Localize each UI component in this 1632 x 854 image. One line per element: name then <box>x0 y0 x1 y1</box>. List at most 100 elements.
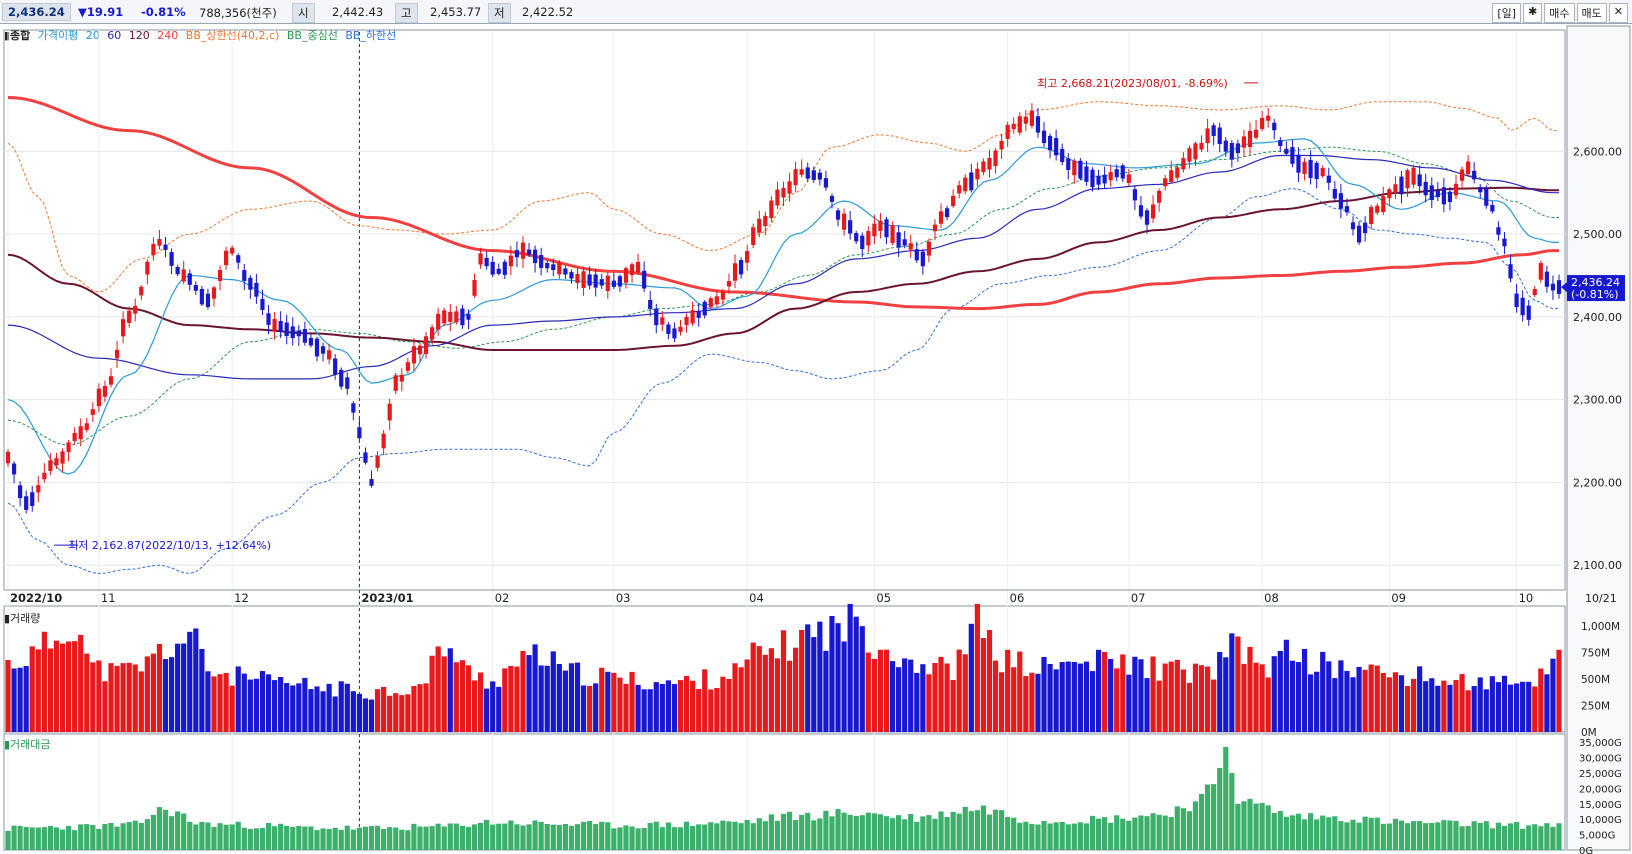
volume-bar <box>1423 681 1429 732</box>
legend-bb-mid[interactable]: BB_중심선 <box>286 29 338 42</box>
candle-body <box>490 261 495 275</box>
amount-bar <box>253 828 260 850</box>
amount-bar <box>1283 816 1289 850</box>
candle-body <box>139 286 144 296</box>
candle-body <box>1193 143 1198 160</box>
candle-body <box>1054 138 1059 156</box>
settings-icon[interactable]: ✱ <box>1523 3 1543 23</box>
amount-bar <box>35 827 41 850</box>
amount-bar <box>1174 806 1180 850</box>
volume-bar <box>1556 649 1562 732</box>
candle-body <box>696 311 701 318</box>
legend-ma-label[interactable]: 가격이평 <box>37 29 79 42</box>
volume-bar <box>817 621 823 732</box>
volume-bar <box>1095 649 1102 732</box>
candle-body <box>666 324 671 335</box>
candle-body <box>1060 148 1065 163</box>
candle-body <box>1520 297 1525 316</box>
candle-body <box>938 211 944 224</box>
amount-bar <box>1089 815 1096 850</box>
legend-ma60[interactable]: 60 <box>107 29 122 42</box>
volume-bar <box>805 624 811 732</box>
candle-body <box>236 255 241 263</box>
amount-bar <box>90 824 96 850</box>
amount-bar <box>1495 822 1502 850</box>
candle-body <box>987 157 992 170</box>
volume-bar <box>1295 662 1302 732</box>
volume-bar <box>611 672 617 732</box>
amount-bar <box>1059 821 1065 850</box>
legend-ma120[interactable]: 120 <box>128 29 150 42</box>
volume-bar <box>865 652 871 732</box>
amount-bar <box>1247 798 1253 850</box>
candle-body <box>290 326 295 339</box>
volume-bar <box>84 653 90 732</box>
price-y-tick-label: 2,400.00 <box>1573 311 1622 324</box>
close-icon[interactable]: ✕ <box>1608 3 1628 23</box>
amount-bar <box>1386 823 1392 850</box>
amount-bar <box>1556 823 1562 850</box>
x-tick-label: 07 <box>1131 591 1146 605</box>
amount-bar <box>284 825 290 850</box>
period-button[interactable]: [일] <box>1492 3 1522 23</box>
candle-body <box>1381 196 1386 213</box>
volume-bar <box>980 638 987 732</box>
volume-bar <box>1356 666 1362 732</box>
volume-bar <box>399 695 405 732</box>
candle-body <box>133 305 138 314</box>
amount-bar <box>520 825 526 850</box>
amount-bar <box>47 826 54 850</box>
legend-ma240[interactable]: 240 <box>157 29 179 42</box>
candle-body <box>732 263 738 281</box>
amount-bar <box>1447 820 1453 850</box>
candle-body <box>1484 187 1489 206</box>
amount-bar <box>732 821 738 850</box>
volume-bar <box>1156 680 1162 732</box>
candle-body <box>975 168 980 180</box>
volume-bar <box>199 648 205 732</box>
volume-bar <box>405 694 411 732</box>
price-y-tick-label: 2,100.00 <box>1573 559 1622 572</box>
amount-panel-title: ▮거래대금 <box>4 738 51 751</box>
amount-bar <box>647 822 653 850</box>
volume-bar <box>1326 661 1332 732</box>
volume-bar <box>562 670 568 732</box>
amount-bar <box>1423 823 1429 850</box>
amount-bar <box>750 823 756 850</box>
amount-bar <box>1102 817 1108 850</box>
candle-body <box>423 336 429 354</box>
candle-body <box>181 269 186 282</box>
amount-bar <box>429 826 435 850</box>
volume-bar <box>1144 678 1150 732</box>
buy-button[interactable]: 매수 <box>1544 3 1575 23</box>
amount-bar <box>1114 815 1120 850</box>
amount-bar <box>399 829 405 850</box>
legend-bb-lower[interactable]: BB_하한선 <box>345 29 397 42</box>
volume-bar <box>59 643 66 732</box>
legend-composite[interactable]: ▮종합 <box>4 29 31 42</box>
candle-body <box>357 427 362 439</box>
volume-bar <box>314 686 320 732</box>
candle-body <box>1356 225 1362 243</box>
volume-bar <box>271 680 278 732</box>
amount-bar <box>544 823 550 850</box>
amount-bar <box>580 821 587 850</box>
amount-bar <box>108 823 114 850</box>
candle-body <box>157 239 162 246</box>
volume-bar <box>986 630 993 732</box>
volume-bar <box>841 641 847 732</box>
legend-ma20[interactable]: 20 <box>85 29 100 42</box>
candle-body <box>1290 147 1295 164</box>
amount-bar <box>1005 816 1011 850</box>
quote-bar: 2,436.24 ▼19.91 -0.81% 788,356(천주) 시 2,4… <box>0 0 1632 24</box>
amount-bar <box>502 823 508 850</box>
volume-bar <box>362 698 369 732</box>
candle-body <box>1308 159 1313 178</box>
candle-body <box>1314 162 1319 180</box>
candle-body <box>24 496 29 510</box>
amount-bar <box>653 821 659 850</box>
sell-button[interactable]: 매도 <box>1576 3 1607 23</box>
volume-bar <box>1132 656 1138 732</box>
volume-bar <box>1477 677 1483 732</box>
